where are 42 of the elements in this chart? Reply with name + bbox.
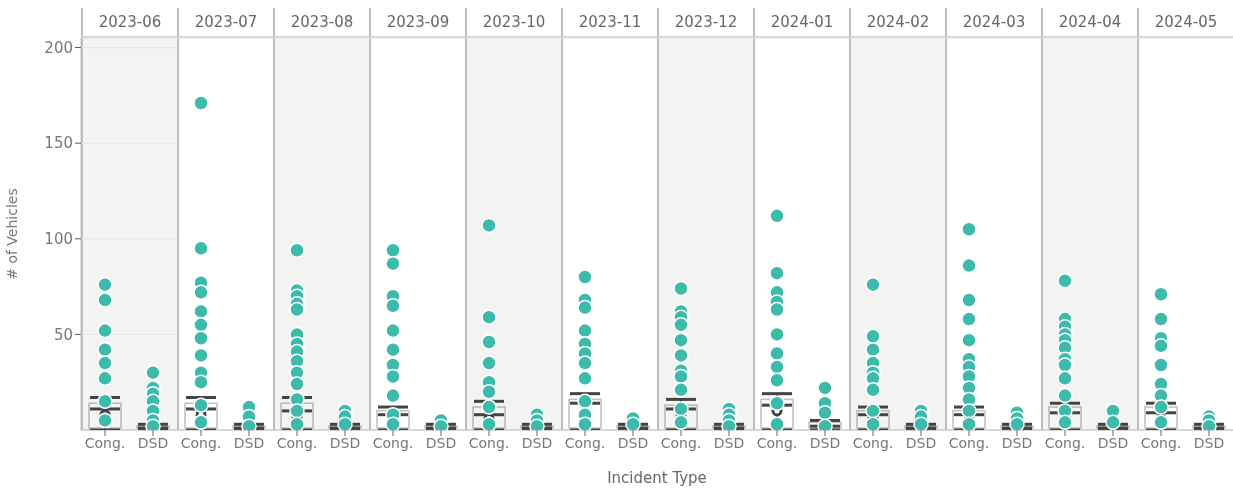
- x-tick-label: DSD: [521, 434, 553, 451]
- chart-title: 2024-04: [1041, 8, 1137, 38]
- x-tick-label: DSD: [617, 434, 649, 451]
- y-tick-label: 50: [53, 325, 73, 344]
- x-tick-label: DSD: [329, 434, 361, 451]
- chart-title: 2024-05: [1137, 8, 1233, 38]
- x-tick-label: Cong.: [180, 434, 222, 451]
- x-tick-label: DSD: [425, 434, 457, 451]
- y-axis-title: # of Vehicles: [3, 188, 20, 280]
- x-tick-label: DSD: [905, 434, 937, 451]
- y-tick-label: 200: [44, 38, 73, 57]
- x-tick-label: DSD: [1097, 434, 1129, 451]
- chart-title: 2023-08: [273, 8, 369, 38]
- chart-title: 2024-01: [753, 8, 849, 38]
- x-tick-label: Cong.: [948, 434, 990, 451]
- x-tick-label: Cong.: [276, 434, 318, 451]
- chart-title: 2023-09: [369, 8, 465, 38]
- x-tick-label: DSD: [809, 434, 841, 451]
- x-axis-title: Incident Type: [606, 469, 708, 487]
- x-tick-label: Cong.: [372, 434, 414, 451]
- x-tick-label: DSD: [1193, 434, 1225, 451]
- x-tick-label: DSD: [137, 434, 169, 451]
- x-tick-label: Cong.: [564, 434, 606, 451]
- x-tick-label: Cong.: [468, 434, 510, 451]
- x-tick-label: DSD: [1001, 434, 1033, 451]
- x-tick-label: Cong.: [1044, 434, 1086, 451]
- chart-title: 2023-11: [561, 8, 657, 38]
- x-tick-label: DSD: [713, 434, 745, 451]
- chart-title: 2024-03: [945, 8, 1041, 38]
- x-tick-label: Cong.: [660, 434, 702, 451]
- x-tick-label: Cong.: [756, 434, 798, 451]
- x-tick-label: Cong.: [852, 434, 894, 451]
- y-tick-label: 150: [44, 134, 73, 153]
- y-tick-label: 100: [44, 230, 73, 249]
- x-tick-label: Cong.: [1140, 434, 1182, 451]
- x-tick-label: DSD: [233, 434, 265, 451]
- chart-title: 2023-07: [177, 8, 273, 38]
- chart-title: 2023-06: [81, 8, 177, 38]
- chart-title: 2024-02: [849, 8, 945, 38]
- x-tick-label: Cong.: [84, 434, 126, 451]
- chart-title: 2023-10: [465, 8, 561, 38]
- chart-title: 2023-12: [657, 8, 753, 38]
